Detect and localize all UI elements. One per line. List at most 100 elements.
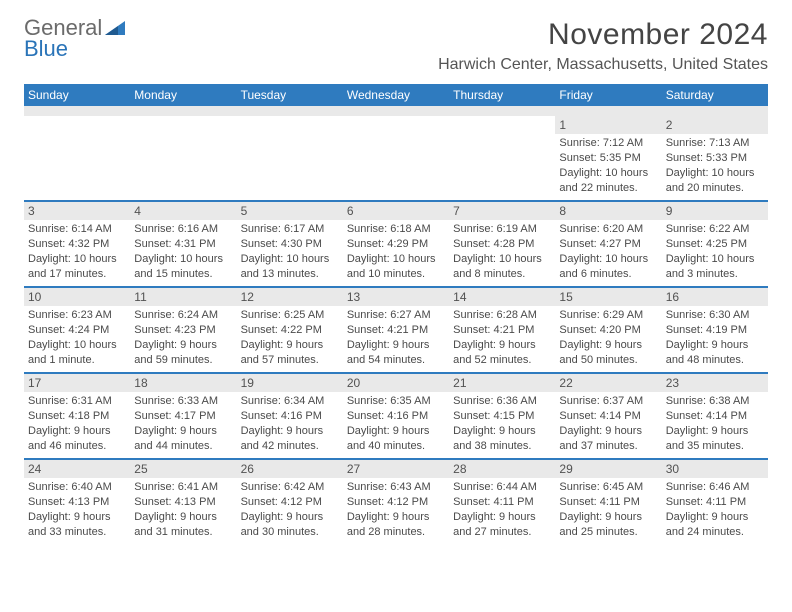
day-number: 4 [130,202,236,220]
day-cell: 23Sunrise: 6:38 AMSunset: 4:14 PMDayligh… [662,374,768,458]
daylight-line1: Daylight: 10 hours [28,252,126,267]
daylight-line2: and 57 minutes. [241,353,339,368]
week-row: 1Sunrise: 7:12 AMSunset: 5:35 PMDaylight… [24,116,768,200]
daylight-line1: Daylight: 9 hours [453,338,551,353]
sunset-text: Sunset: 4:15 PM [453,409,551,424]
daylight-line1: Daylight: 10 hours [134,252,232,267]
sunrise-text: Sunrise: 6:16 AM [134,222,232,237]
sunset-text: Sunset: 4:18 PM [28,409,126,424]
daylight-line2: and 54 minutes. [347,353,445,368]
sunset-text: Sunset: 4:22 PM [241,323,339,338]
day-cell: 24Sunrise: 6:40 AMSunset: 4:13 PMDayligh… [24,460,130,544]
weeks-container: 1Sunrise: 7:12 AMSunset: 5:35 PMDaylight… [24,116,768,544]
daylight-line2: and 15 minutes. [134,267,232,282]
dow-thursday: Thursday [449,84,555,106]
dow-tuesday: Tuesday [237,84,343,106]
day-number: 28 [449,460,555,478]
daylight-line1: Daylight: 9 hours [28,510,126,525]
day-cell: 11Sunrise: 6:24 AMSunset: 4:23 PMDayligh… [130,288,236,372]
week-row: 3Sunrise: 6:14 AMSunset: 4:32 PMDaylight… [24,200,768,286]
page-header: General Blue November 2024 Harwich Cente… [24,18,768,74]
day-number: 8 [555,202,661,220]
day-number: 7 [449,202,555,220]
day-of-week-header: Sunday Monday Tuesday Wednesday Thursday… [24,84,768,106]
daylight-line2: and 6 minutes. [559,267,657,282]
sunrise-text: Sunrise: 6:34 AM [241,394,339,409]
daylight-line2: and 3 minutes. [666,267,764,282]
sunrise-text: Sunrise: 6:19 AM [453,222,551,237]
day-cell: 29Sunrise: 6:45 AMSunset: 4:11 PMDayligh… [555,460,661,544]
day-details: Sunrise: 6:37 AMSunset: 4:14 PMDaylight:… [555,392,661,457]
daylight-line1: Daylight: 9 hours [453,510,551,525]
day-details: Sunrise: 6:30 AMSunset: 4:19 PMDaylight:… [662,306,768,371]
daylight-line1: Daylight: 10 hours [453,252,551,267]
day-cell: 5Sunrise: 6:17 AMSunset: 4:30 PMDaylight… [237,202,343,286]
daylight-line1: Daylight: 9 hours [347,510,445,525]
daylight-line1: Daylight: 9 hours [134,510,232,525]
day-number: 5 [237,202,343,220]
sunset-text: Sunset: 4:11 PM [559,495,657,510]
sunrise-text: Sunrise: 6:37 AM [559,394,657,409]
sunrise-text: Sunrise: 6:17 AM [241,222,339,237]
sunrise-text: Sunrise: 6:20 AM [559,222,657,237]
day-number: 19 [237,374,343,392]
day-number: 13 [343,288,449,306]
sunset-text: Sunset: 4:29 PM [347,237,445,252]
daylight-line2: and 44 minutes. [134,439,232,454]
sunrise-text: Sunrise: 6:30 AM [666,308,764,323]
day-cell: 22Sunrise: 6:37 AMSunset: 4:14 PMDayligh… [555,374,661,458]
day-cell: 19Sunrise: 6:34 AMSunset: 4:16 PMDayligh… [237,374,343,458]
daylight-line1: Daylight: 10 hours [559,252,657,267]
day-cell: 30Sunrise: 6:46 AMSunset: 4:11 PMDayligh… [662,460,768,544]
daylight-line1: Daylight: 9 hours [241,510,339,525]
daylight-line1: Daylight: 9 hours [28,424,126,439]
sunrise-text: Sunrise: 6:44 AM [453,480,551,495]
day-number: 2 [662,116,768,134]
logo: General Blue [24,18,125,60]
daylight-line1: Daylight: 9 hours [666,424,764,439]
day-cell: 20Sunrise: 6:35 AMSunset: 4:16 PMDayligh… [343,374,449,458]
day-cell: 16Sunrise: 6:30 AMSunset: 4:19 PMDayligh… [662,288,768,372]
daylight-line2: and 25 minutes. [559,525,657,540]
sunrise-text: Sunrise: 6:14 AM [28,222,126,237]
daylight-line1: Daylight: 10 hours [241,252,339,267]
daylight-line1: Daylight: 9 hours [347,338,445,353]
sunset-text: Sunset: 4:21 PM [453,323,551,338]
daylight-line1: Daylight: 9 hours [241,424,339,439]
sunrise-text: Sunrise: 6:40 AM [28,480,126,495]
sunset-text: Sunset: 4:14 PM [559,409,657,424]
sunrise-text: Sunrise: 6:18 AM [347,222,445,237]
daylight-line1: Daylight: 10 hours [28,338,126,353]
sunrise-text: Sunrise: 6:24 AM [134,308,232,323]
day-cell: 28Sunrise: 6:44 AMSunset: 4:11 PMDayligh… [449,460,555,544]
week-row: 24Sunrise: 6:40 AMSunset: 4:13 PMDayligh… [24,458,768,544]
day-cell: 6Sunrise: 6:18 AMSunset: 4:29 PMDaylight… [343,202,449,286]
day-details: Sunrise: 7:12 AMSunset: 5:35 PMDaylight:… [555,134,661,199]
sunrise-text: Sunrise: 6:28 AM [453,308,551,323]
week-row: 10Sunrise: 6:23 AMSunset: 4:24 PMDayligh… [24,286,768,372]
dow-friday: Friday [555,84,661,106]
day-number: 14 [449,288,555,306]
sunrise-text: Sunrise: 6:43 AM [347,480,445,495]
dow-saturday: Saturday [662,84,768,106]
week-row: 17Sunrise: 6:31 AMSunset: 4:18 PMDayligh… [24,372,768,458]
daylight-line1: Daylight: 9 hours [666,338,764,353]
day-number: 20 [343,374,449,392]
calendar-page: General Blue November 2024 Harwich Cente… [0,0,792,554]
sunset-text: Sunset: 4:19 PM [666,323,764,338]
dow-monday: Monday [130,84,236,106]
day-number: 12 [237,288,343,306]
day-details: Sunrise: 6:40 AMSunset: 4:13 PMDaylight:… [24,478,130,543]
daylight-line2: and 33 minutes. [28,525,126,540]
daylight-line2: and 38 minutes. [453,439,551,454]
day-number: 17 [24,374,130,392]
day-cell: 10Sunrise: 6:23 AMSunset: 4:24 PMDayligh… [24,288,130,372]
sunrise-text: Sunrise: 6:31 AM [28,394,126,409]
sunset-text: Sunset: 4:31 PM [134,237,232,252]
day-number: 29 [555,460,661,478]
day-number: 16 [662,288,768,306]
daylight-line2: and 28 minutes. [347,525,445,540]
daylight-line1: Daylight: 10 hours [559,166,657,181]
day-cell [237,116,343,200]
day-number: 10 [24,288,130,306]
